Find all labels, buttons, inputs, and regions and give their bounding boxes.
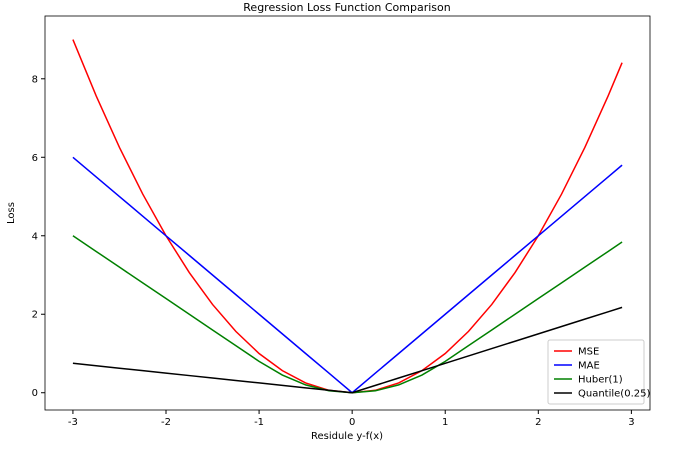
- chart-title: Regression Loss Function Comparison: [243, 1, 450, 14]
- plot-frame: [44, 15, 651, 411]
- legend-label: Huber(1): [578, 375, 623, 386]
- x-tick-label: 3: [628, 417, 634, 428]
- legend-label: Quantile(0.25): [578, 389, 650, 400]
- y-tick-label: 0: [32, 388, 38, 399]
- y-tick-label: 6: [32, 153, 38, 164]
- series-line: [72, 156, 623, 394]
- legend-box: [547, 339, 645, 405]
- y-tick-label: 2: [32, 310, 38, 321]
- legend-label: MAE: [578, 361, 600, 372]
- x-tick-label: 1: [442, 417, 448, 428]
- x-tick-label: 2: [535, 417, 541, 428]
- y-tick-label: 8: [32, 74, 38, 85]
- x-tick-label: -3: [68, 417, 78, 428]
- y-axis-label: Loss: [6, 202, 17, 224]
- x-tick-label: 0: [349, 417, 355, 428]
- legend: MSE MAE Huber(1) Quantile(0.25): [547, 339, 650, 405]
- series-line: [72, 235, 623, 394]
- y-tick-label: 4: [32, 231, 38, 242]
- x-axis-label: Residule y-f(x): [311, 431, 383, 442]
- legend-label: MSE: [578, 347, 599, 358]
- x-tick-label: -1: [254, 417, 264, 428]
- x-tick-label: -2: [161, 417, 171, 428]
- series-line: [72, 306, 623, 394]
- series-line: [72, 39, 623, 394]
